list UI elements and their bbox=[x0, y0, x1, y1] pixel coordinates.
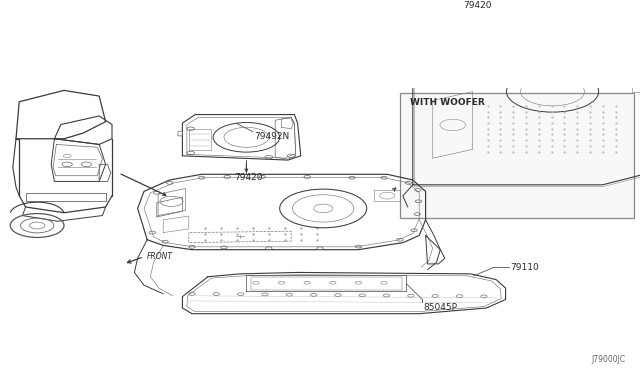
Bar bbox=[400, 93, 634, 218]
Text: 79492N: 79492N bbox=[254, 132, 289, 141]
Text: WITH WOOFER: WITH WOOFER bbox=[410, 98, 484, 108]
Text: FRONT: FRONT bbox=[147, 252, 173, 261]
Text: 85045P: 85045P bbox=[424, 303, 458, 312]
Text: 79110: 79110 bbox=[510, 263, 539, 272]
Text: 79420: 79420 bbox=[234, 173, 262, 182]
Text: 79420: 79420 bbox=[463, 0, 492, 10]
Text: J79000JC: J79000JC bbox=[592, 355, 626, 364]
